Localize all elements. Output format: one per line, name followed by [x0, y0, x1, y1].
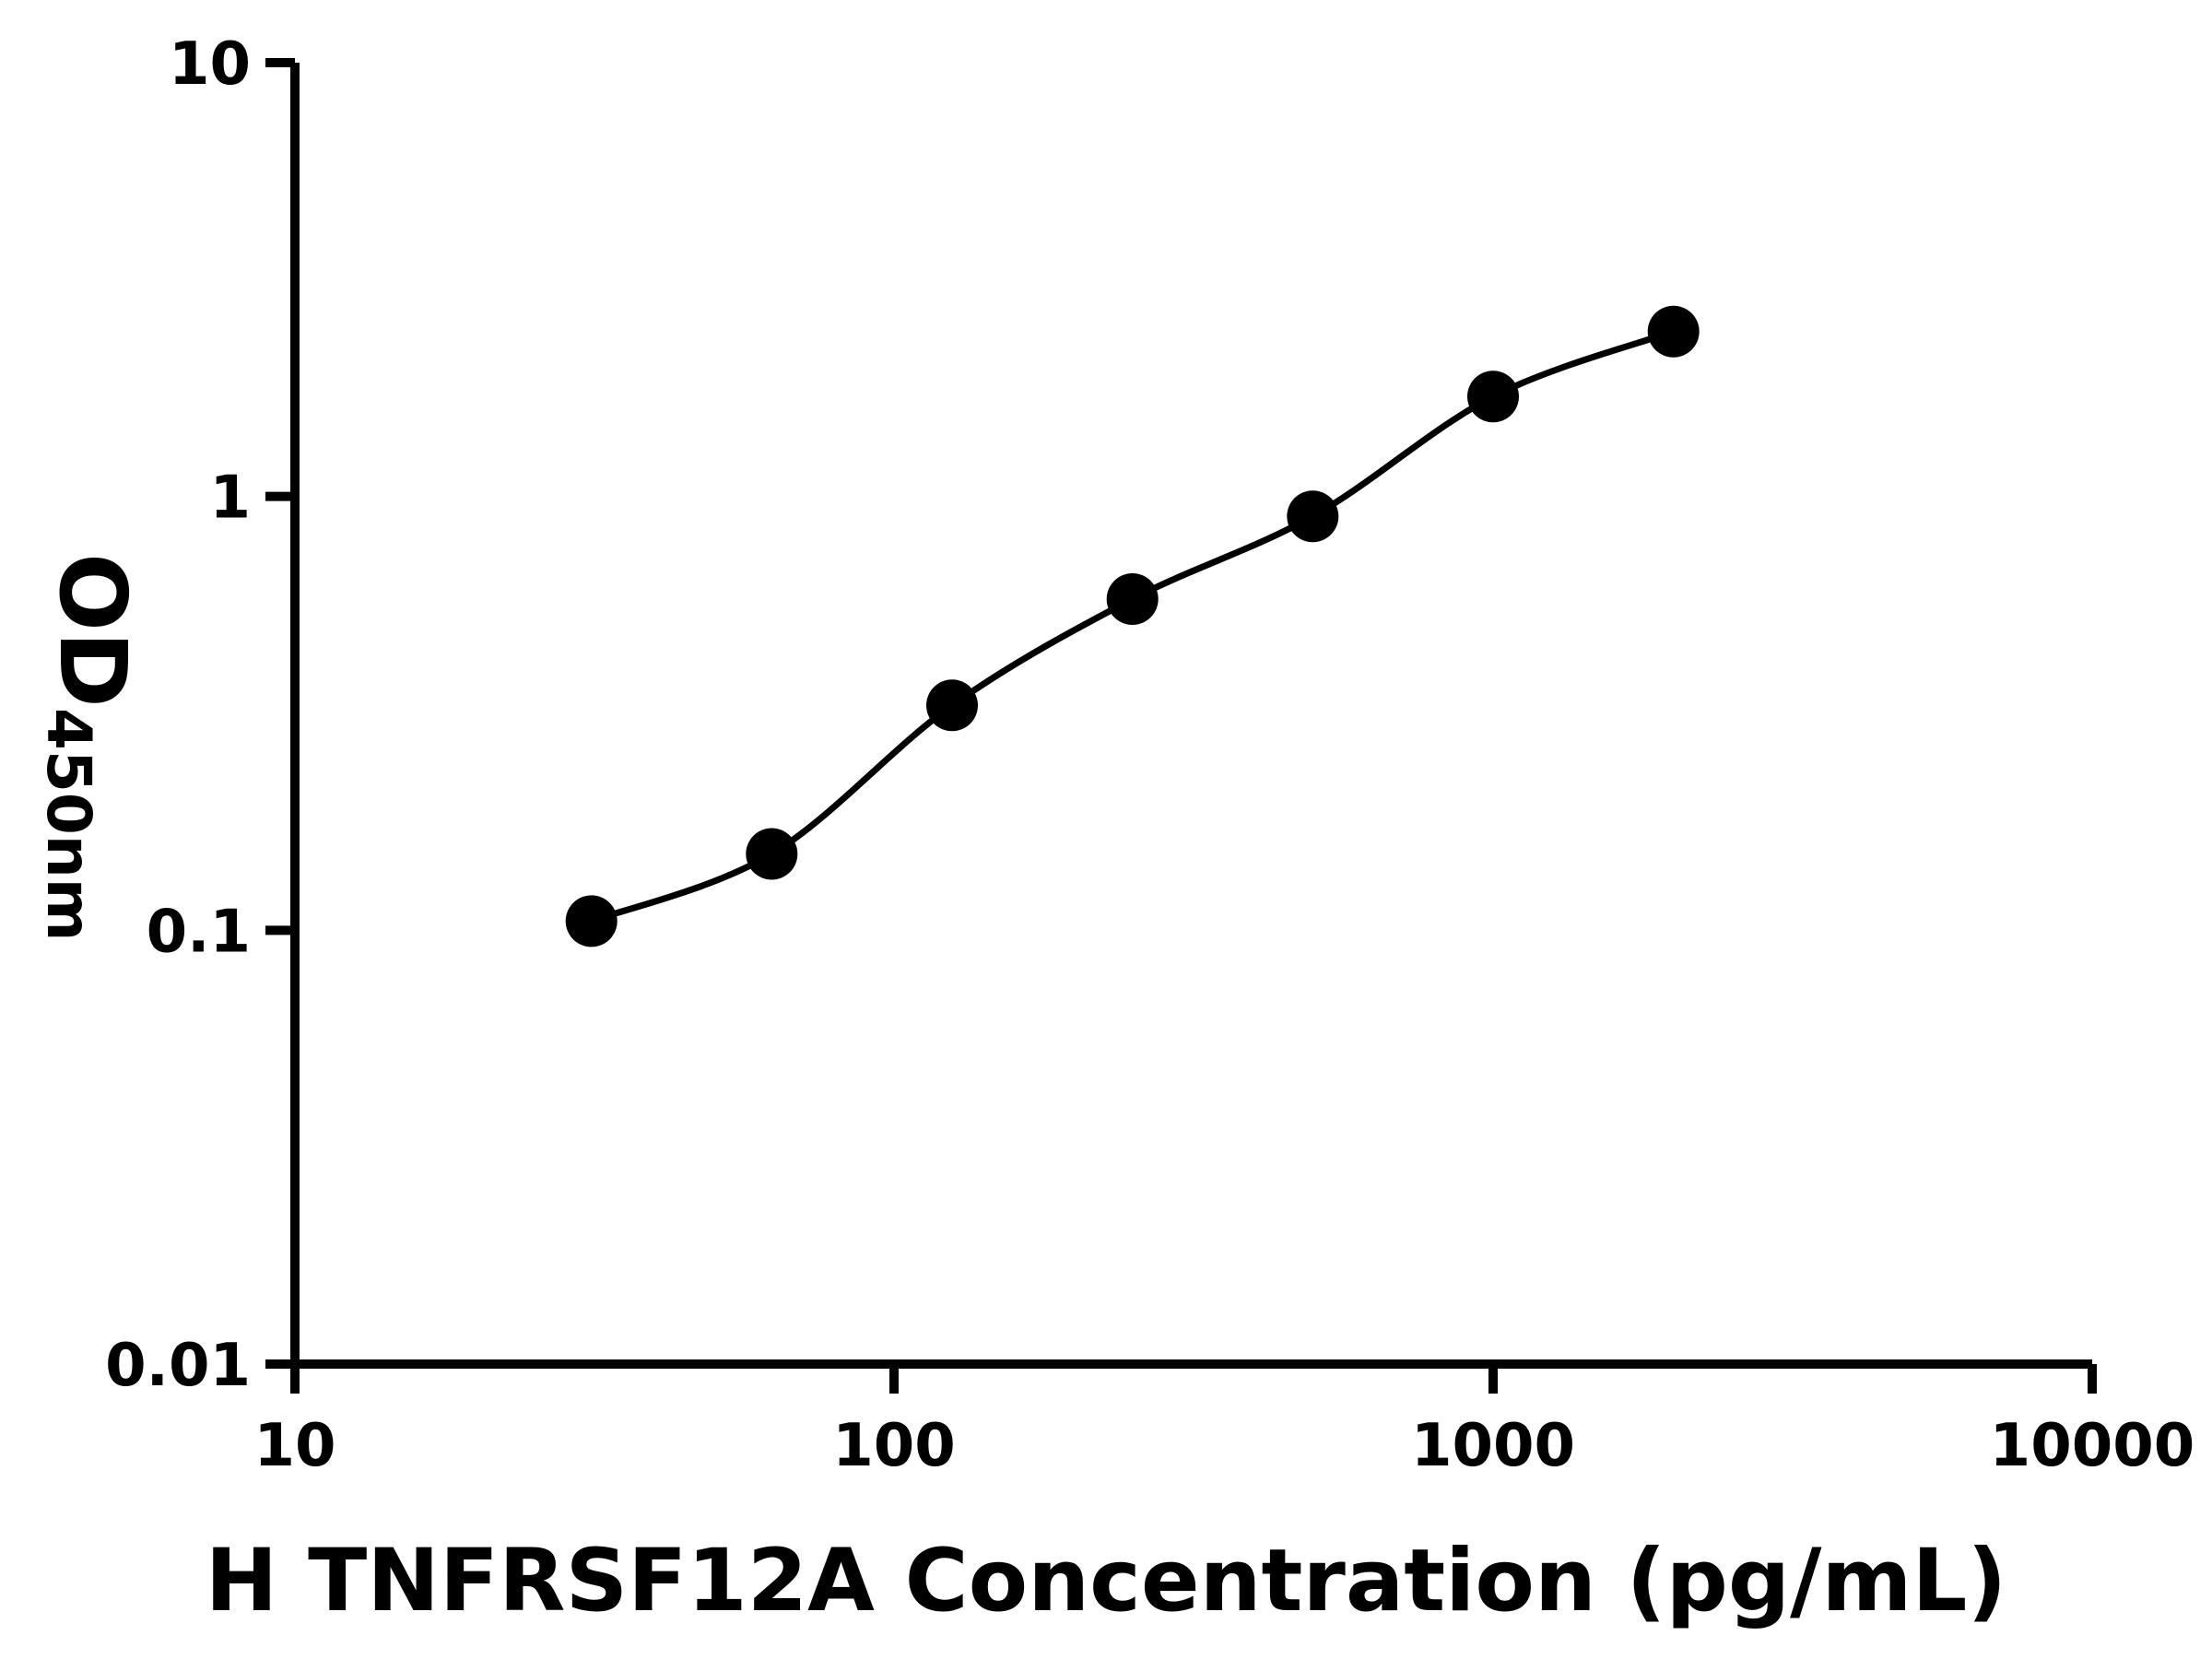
y-tick-label: 0.01	[105, 1332, 251, 1400]
x-tick-label: 1000	[1411, 1412, 1575, 1480]
y-axis-title: OD450nm	[33, 553, 147, 942]
y-axis-title-main: OD	[39, 553, 147, 709]
data-point	[1287, 490, 1339, 543]
y-tick-label: 10	[169, 30, 251, 99]
data-point	[746, 828, 798, 880]
y-axis-title-subscript: 450nm	[33, 708, 104, 942]
x-tick-label: 100	[832, 1412, 956, 1480]
data-point	[565, 895, 618, 947]
y-tick-label: 1	[209, 465, 251, 533]
data-point	[1106, 573, 1159, 625]
x-tick-label: 10000	[1990, 1412, 2195, 1480]
data-point	[1467, 371, 1519, 423]
y-tick-label: 0.1	[147, 898, 251, 966]
x-axis-title: H TNFRSF12A Concentration (pg/mL)	[205, 1531, 2007, 1631]
x-tick-label: 10	[253, 1412, 335, 1480]
data-point	[926, 679, 978, 732]
fit-curve	[590, 328, 1675, 924]
data-point	[1647, 305, 1700, 358]
